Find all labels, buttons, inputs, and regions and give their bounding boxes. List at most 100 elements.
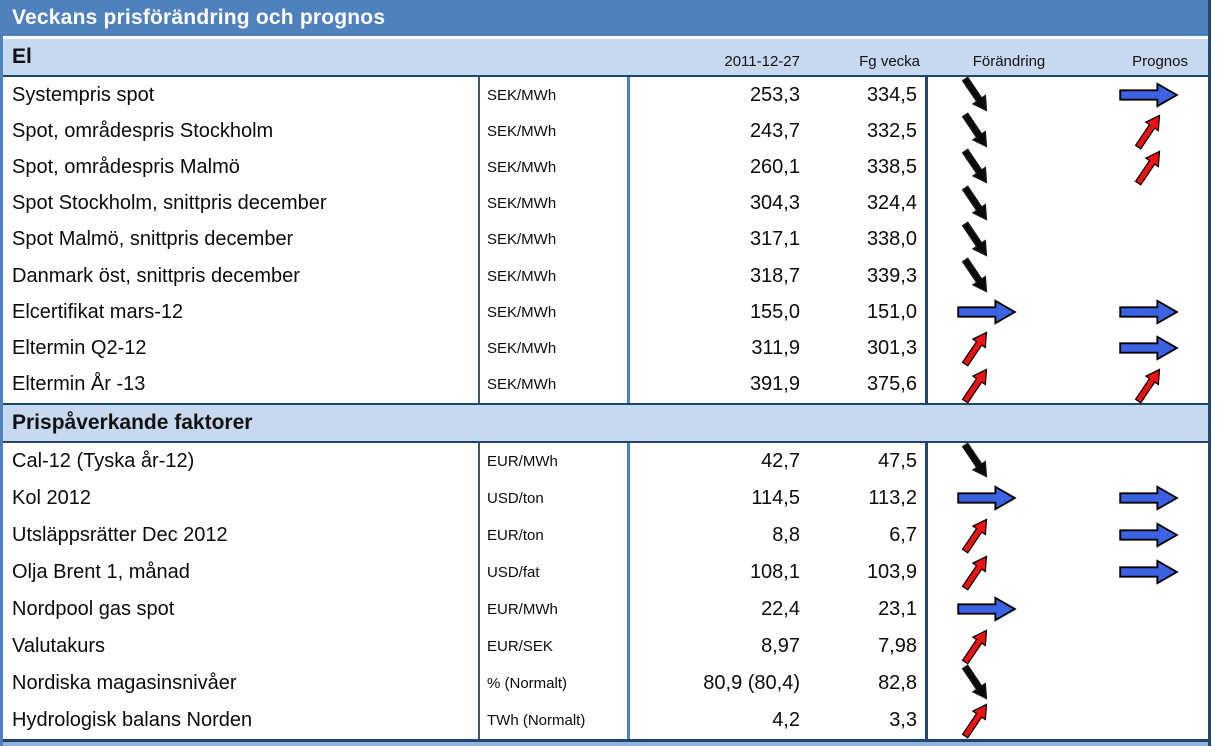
up-right-arrow-icon <box>961 368 988 404</box>
table-row: Systempris spot SEK/MWh 253,3 334,5 <box>3 76 1208 114</box>
row-change-arrow-cell <box>928 112 1090 149</box>
row-change-arrow-cell <box>928 330 1090 368</box>
row-change-arrow-cell <box>928 702 1090 739</box>
row-current-value: 317,1 <box>749 228 800 251</box>
column-header-previous: Fg vecka <box>859 53 920 70</box>
bottom-border-line <box>3 738 1208 742</box>
row-label: Nordpool gas spot <box>12 597 175 620</box>
up-right-arrow-icon <box>961 629 988 665</box>
row-current-value: 108,1 <box>749 560 800 583</box>
down-right-arrow-icon <box>961 221 988 257</box>
row-change-arrow-cell <box>928 294 1090 330</box>
table-row: Cal-12 (Tyska år-12) EUR/MWh 42,7 47,5 <box>3 442 1208 480</box>
row-forecast-arrow-cell <box>1090 113 1208 150</box>
table-row: Utsläppsrätter Dec 2012 EUR/ton 8,8 6,7 <box>3 516 1208 554</box>
flat-right-arrow-icon <box>957 485 1017 511</box>
row-unit: EUR/MWh <box>478 590 630 628</box>
row-current-value: 4,2 <box>772 708 800 731</box>
row-unit: SEK/MWh <box>478 77 630 114</box>
row-current-value: 260,1 <box>749 155 800 178</box>
row-current-value: 22,4 <box>761 597 800 620</box>
row-previous-value: 103,9 <box>808 553 928 591</box>
table-row: Eltermin År -13 SEK/MWh 391,9 375,6 <box>3 366 1208 404</box>
up-right-arrow-icon <box>961 703 988 739</box>
up-right-arrow-icon <box>1134 368 1161 404</box>
flat-right-arrow-icon <box>1119 299 1179 325</box>
row-unit: SEK/MWh <box>478 113 630 150</box>
row-unit: SEK/MWh <box>478 149 630 186</box>
row-label: Systempris spot <box>12 83 155 106</box>
row-change-arrow-cell <box>928 148 1090 185</box>
table-title: Veckans prisförändring och prognos <box>3 0 1208 39</box>
flat-right-arrow-icon <box>1119 82 1179 108</box>
row-current-value: 42,7 <box>761 449 800 472</box>
row-label: Spot Stockholm, snittpris december <box>12 192 327 215</box>
table-row: Nordiska magasinsnivåer % (Normalt) 80,9… <box>3 664 1208 702</box>
row-current-value: 8,8 <box>772 523 800 546</box>
row-current-value: 155,0 <box>749 300 800 323</box>
row-unit: USD/fat <box>478 553 630 591</box>
row-label: Cal-12 (Tyska år-12) <box>12 449 195 472</box>
table-row: Eltermin Q2-12 SEK/MWh 311,9 301,3 <box>3 330 1208 368</box>
row-change-arrow-cell <box>928 184 1090 222</box>
row-forecast-arrow-cell <box>1090 443 1208 480</box>
row-unit: SEK/MWh <box>478 330 630 367</box>
row-forecast-arrow-cell <box>1090 294 1208 330</box>
row-change-arrow-cell <box>928 367 1090 404</box>
row-previous-value: 375,6 <box>808 366 928 403</box>
row-previous-value: 151,0 <box>808 294 928 331</box>
row-change-arrow-cell <box>928 517 1090 554</box>
factors-rows: Cal-12 (Tyska år-12) EUR/MWh 42,7 47,5 K… <box>3 442 1208 739</box>
row-current-value: 304,3 <box>749 192 800 215</box>
row-label: Valutakurs <box>12 634 106 657</box>
down-right-arrow-icon <box>961 148 988 185</box>
row-change-arrow-cell <box>928 480 1090 517</box>
up-right-arrow-icon <box>961 331 988 368</box>
bottom-border-strip <box>3 741 1208 746</box>
row-unit: TWh (Normalt) <box>478 701 630 739</box>
column-header-forecast: Prognos <box>1132 53 1188 70</box>
down-right-arrow-icon <box>961 184 988 221</box>
row-forecast-arrow-cell <box>1090 367 1208 404</box>
flat-right-arrow-icon <box>1119 522 1179 548</box>
row-change-arrow-cell <box>928 76 1090 113</box>
row-label: Spot Malmö, snittpris december <box>12 228 294 251</box>
row-current-value: 80,9 (80,4) <box>703 671 800 694</box>
up-right-arrow-icon <box>961 518 988 554</box>
flat-right-arrow-icon <box>957 596 1017 622</box>
row-label: Eltermin År -13 <box>12 373 146 396</box>
table-row: Elcertifikat mars-12 SEK/MWh 155,0 151,0 <box>3 294 1208 331</box>
row-change-arrow-cell <box>928 554 1090 591</box>
row-unit: SEK/MWh <box>478 185 630 222</box>
row-previous-value: 338,5 <box>808 149 928 186</box>
table-row: Spot, områdespris Stockholm SEK/MWh 243,… <box>3 112 1208 150</box>
up-right-arrow-icon <box>1134 114 1161 150</box>
row-previous-value: 47,5 <box>808 442 928 480</box>
row-current-value: 318,7 <box>749 264 800 287</box>
row-unit: USD/ton <box>478 479 630 517</box>
row-unit: SEK/MWh <box>478 366 630 403</box>
row-current-value: 8,97 <box>761 634 800 657</box>
row-current-value: 253,3 <box>749 83 800 106</box>
table-row: Danmark öst, snittpris december SEK/MWh … <box>3 257 1208 295</box>
row-unit: SEK/MWh <box>478 221 630 258</box>
row-previous-value: 23,1 <box>808 590 928 628</box>
row-forecast-arrow-cell <box>1090 702 1208 739</box>
row-label: Eltermin Q2-12 <box>12 336 147 359</box>
row-current-value: 114,5 <box>751 486 800 509</box>
row-change-arrow-cell <box>928 257 1090 294</box>
el-rows: Systempris spot SEK/MWh 253,3 334,5 Spot… <box>3 76 1208 404</box>
row-change-arrow-cell <box>928 442 1090 480</box>
row-label: Olja Brent 1, månad <box>12 560 190 583</box>
flat-right-arrow-icon <box>1119 335 1179 362</box>
row-previous-value: 334,5 <box>808 77 928 114</box>
column-header-change: Förändring <box>972 53 1046 70</box>
section-header-el: El 2011-12-27 Fg vecka Förändring Progno… <box>3 39 1208 77</box>
row-unit: SEK/MWh <box>478 257 630 295</box>
up-right-arrow-icon <box>1134 150 1161 187</box>
row-label: Kol 2012 <box>12 486 91 509</box>
flat-right-arrow-icon <box>957 299 1017 325</box>
row-forecast-arrow-cell <box>1090 665 1208 702</box>
row-previous-value: 7,98 <box>808 627 928 665</box>
row-forecast-arrow-cell <box>1090 222 1208 258</box>
